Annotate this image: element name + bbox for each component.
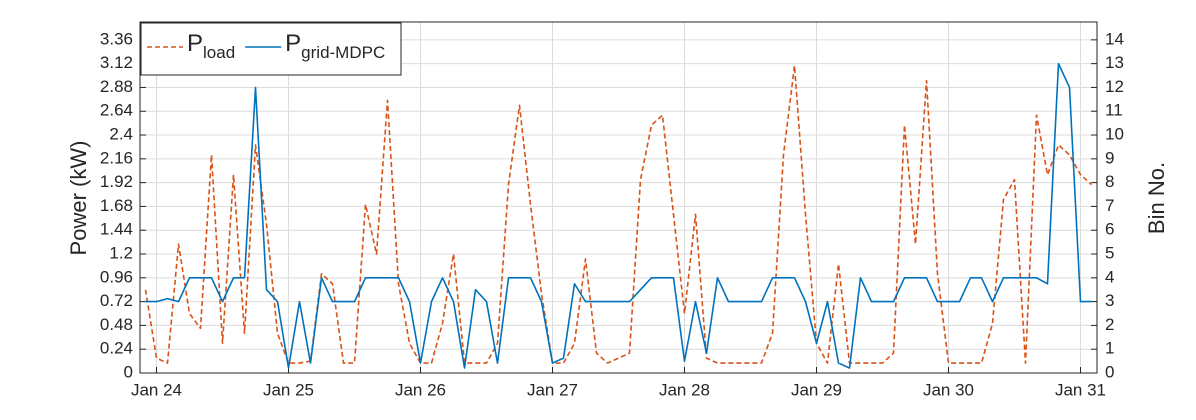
x-tick-label: Jan 28 xyxy=(659,380,710,399)
legend-name: P xyxy=(285,30,301,57)
y-tick-label: 0 xyxy=(124,362,133,381)
y-tick-label: 1.68 xyxy=(100,196,133,215)
y-tick-label: 2.16 xyxy=(100,148,133,167)
y-tick-label: 0.72 xyxy=(100,291,133,310)
legend-subscript: load xyxy=(203,43,235,62)
data-line xyxy=(145,62,1092,369)
plot-frame xyxy=(139,21,1098,374)
y2-tick-label: 8 xyxy=(1105,172,1114,191)
y2-tick-label: 10 xyxy=(1105,125,1124,144)
legend-label: Pgrid-MDPC xyxy=(285,30,385,62)
y-tick-label: 0.24 xyxy=(100,339,133,358)
y2-tick-label: 5 xyxy=(1105,244,1114,263)
y2-tick-label: 6 xyxy=(1105,220,1114,239)
legend: Pload Pgrid-MDPC xyxy=(140,22,402,76)
y-tick-label: 1.2 xyxy=(109,244,133,263)
y2-tick-label: 2 xyxy=(1105,315,1114,334)
y-axis-label: Power (kW) xyxy=(66,141,91,256)
x-tick-label: Jan 24 xyxy=(131,380,182,399)
y-tick-label: 3.12 xyxy=(100,53,133,72)
data-line xyxy=(144,64,1093,364)
legend-box xyxy=(140,22,402,76)
y2-tick-label: 13 xyxy=(1105,53,1124,72)
x-tick-label: Jan 27 xyxy=(527,380,578,399)
y2-tick-label: 12 xyxy=(1105,77,1124,96)
y-tick-label: 2.4 xyxy=(109,125,133,144)
y-tick-label: 3.36 xyxy=(100,29,133,48)
x-tick-label: Jan 26 xyxy=(395,380,446,399)
y-tick-label: 2.88 xyxy=(100,77,133,96)
y-tick-label: 2.64 xyxy=(100,101,133,120)
y-tick-label: 0.48 xyxy=(100,315,133,334)
y2-tick-label: 4 xyxy=(1105,267,1114,286)
y2-tick-label: 7 xyxy=(1105,196,1114,215)
y2-tick-label: 0 xyxy=(1105,362,1114,381)
y-tick-label: 1.92 xyxy=(100,172,133,191)
x-tick-label: Jan 25 xyxy=(263,380,314,399)
x-tick-label: Jan 29 xyxy=(791,380,842,399)
y2-tick-label: 1 xyxy=(1105,339,1114,358)
y2-tick-label: 3 xyxy=(1105,291,1114,310)
legend-label: Pload xyxy=(187,30,235,62)
legend-subscript: grid-MDPC xyxy=(301,43,385,62)
y2-tick-label: 9 xyxy=(1105,148,1114,167)
y2-tick-label: 11 xyxy=(1105,101,1123,120)
y-tick-label: 0.96 xyxy=(100,267,133,286)
y-tick-label: 1.44 xyxy=(100,220,133,239)
x-tick-label: Jan 30 xyxy=(923,380,974,399)
y2-axis-label: Bin No. xyxy=(1144,162,1169,234)
legend-name: P xyxy=(187,30,203,57)
y2-tick-label: 14 xyxy=(1105,29,1124,48)
x-tick-label: Jan 31 xyxy=(1055,380,1106,399)
